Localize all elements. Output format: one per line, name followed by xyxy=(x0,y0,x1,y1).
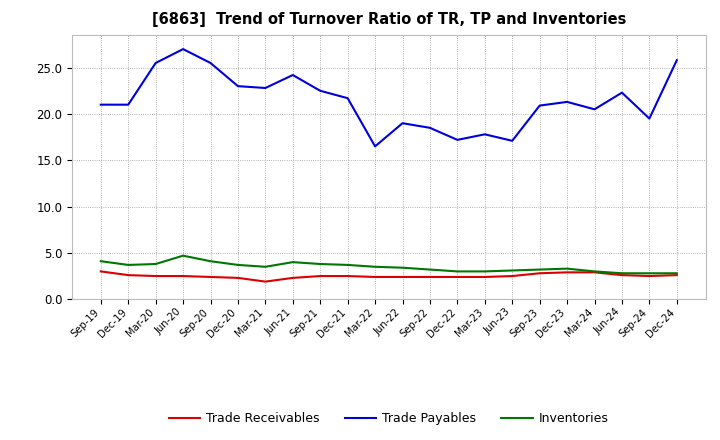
Trade Payables xyxy=(289,73,297,78)
Title: [6863]  Trend of Turnover Ratio of TR, TP and Inventories: [6863] Trend of Turnover Ratio of TR, TP… xyxy=(152,12,626,27)
Trade Receivables xyxy=(618,272,626,278)
Trade Payables xyxy=(645,116,654,121)
Trade Payables xyxy=(480,132,489,137)
Trade Receivables xyxy=(151,273,160,279)
Trade Receivables xyxy=(124,272,132,278)
Inventories xyxy=(453,269,462,274)
Legend: Trade Receivables, Trade Payables, Inventories: Trade Receivables, Trade Payables, Inven… xyxy=(164,407,613,430)
Inventories xyxy=(261,264,270,269)
Inventories xyxy=(508,268,516,273)
Trade Payables xyxy=(398,121,407,126)
Trade Payables xyxy=(371,144,379,149)
Inventories xyxy=(179,253,187,258)
Inventories xyxy=(343,262,352,268)
Trade Payables xyxy=(508,138,516,143)
Trade Receivables xyxy=(343,273,352,279)
Trade Payables xyxy=(536,103,544,108)
Trade Receivables xyxy=(398,274,407,279)
Trade Payables xyxy=(316,88,325,93)
Inventories xyxy=(536,267,544,272)
Trade Receivables xyxy=(563,270,572,275)
Trade Receivables xyxy=(453,274,462,279)
Inventories xyxy=(151,261,160,267)
Trade Receivables xyxy=(672,272,681,278)
Trade Receivables xyxy=(261,279,270,284)
Inventories xyxy=(124,262,132,268)
Trade Receivables xyxy=(206,274,215,279)
Trade Payables xyxy=(151,60,160,66)
Trade Payables xyxy=(124,102,132,107)
Trade Receivables xyxy=(536,271,544,276)
Inventories xyxy=(618,271,626,276)
Trade Receivables xyxy=(96,269,105,274)
Inventories xyxy=(206,259,215,264)
Inventories xyxy=(426,267,434,272)
Inventories xyxy=(96,259,105,264)
Inventories xyxy=(233,262,242,268)
Inventories xyxy=(563,266,572,271)
Inventories xyxy=(371,264,379,269)
Trade Receivables xyxy=(508,273,516,279)
Trade Payables xyxy=(96,102,105,107)
Inventories xyxy=(398,265,407,270)
Line: Trade Receivables: Trade Receivables xyxy=(101,271,677,282)
Trade Receivables xyxy=(645,273,654,279)
Trade Receivables xyxy=(316,273,325,279)
Line: Inventories: Inventories xyxy=(101,256,677,273)
Inventories xyxy=(672,271,681,276)
Inventories xyxy=(289,260,297,265)
Trade Receivables xyxy=(289,275,297,281)
Trade Payables xyxy=(343,95,352,101)
Inventories xyxy=(590,269,599,274)
Trade Payables xyxy=(426,125,434,131)
Trade Receivables xyxy=(179,273,187,279)
Trade Receivables xyxy=(480,274,489,279)
Trade Payables xyxy=(590,106,599,112)
Inventories xyxy=(480,269,489,274)
Trade Payables xyxy=(261,85,270,91)
Trade Payables xyxy=(453,137,462,143)
Trade Receivables xyxy=(233,275,242,281)
Trade Receivables xyxy=(371,274,379,279)
Trade Payables xyxy=(233,84,242,89)
Trade Payables xyxy=(618,90,626,95)
Inventories xyxy=(316,261,325,267)
Trade Payables xyxy=(179,47,187,52)
Trade Receivables xyxy=(426,274,434,279)
Trade Payables xyxy=(672,58,681,63)
Trade Receivables xyxy=(590,270,599,275)
Trade Payables xyxy=(563,99,572,105)
Inventories xyxy=(645,271,654,276)
Trade Payables xyxy=(206,60,215,66)
Line: Trade Payables: Trade Payables xyxy=(101,49,677,147)
